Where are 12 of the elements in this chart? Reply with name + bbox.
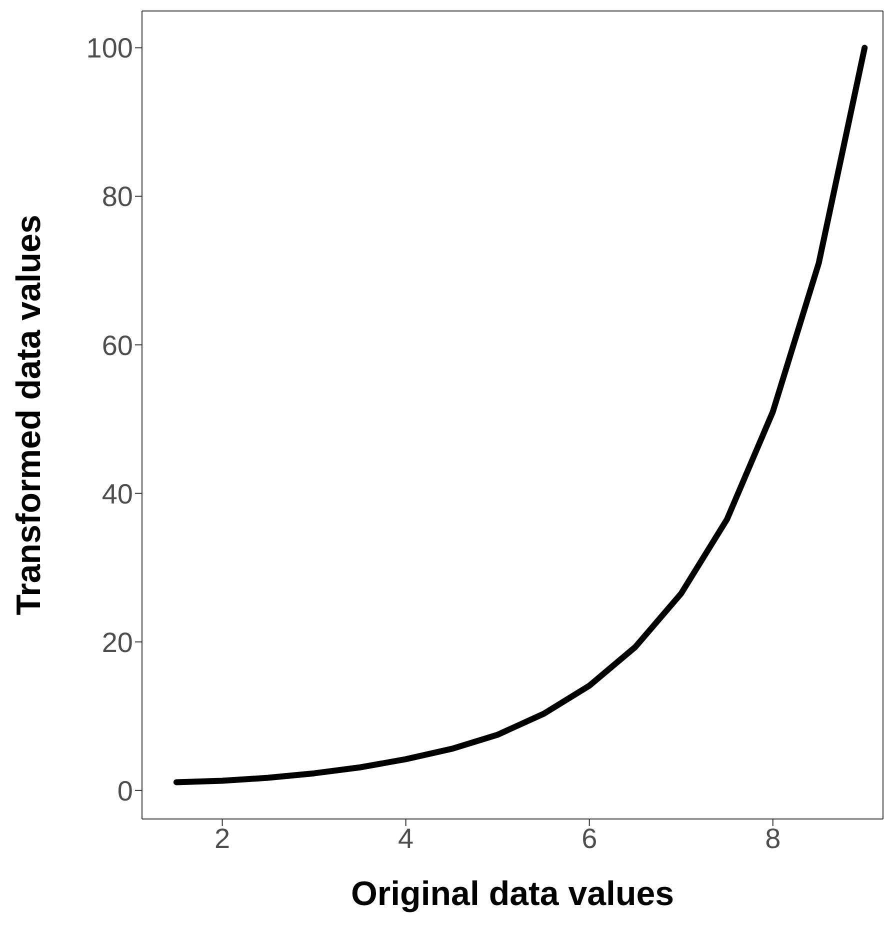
x-tick-label: 6 bbox=[582, 822, 598, 854]
y-tick-label: 60 bbox=[102, 330, 133, 361]
x-tick-label: 4 bbox=[398, 822, 414, 854]
x-tick-label: 8 bbox=[765, 822, 781, 854]
y-tick-label: 80 bbox=[102, 181, 133, 212]
y-axis-title: Transformed data values bbox=[10, 214, 48, 616]
y-tick-label: 20 bbox=[102, 626, 133, 658]
x-axis-title: Original data values bbox=[350, 875, 674, 913]
x-tick-label: 2 bbox=[214, 822, 230, 854]
y-tick-label: 40 bbox=[102, 478, 133, 510]
y-tick-label: 0 bbox=[117, 775, 133, 806]
y-tick-label: 100 bbox=[86, 32, 133, 64]
